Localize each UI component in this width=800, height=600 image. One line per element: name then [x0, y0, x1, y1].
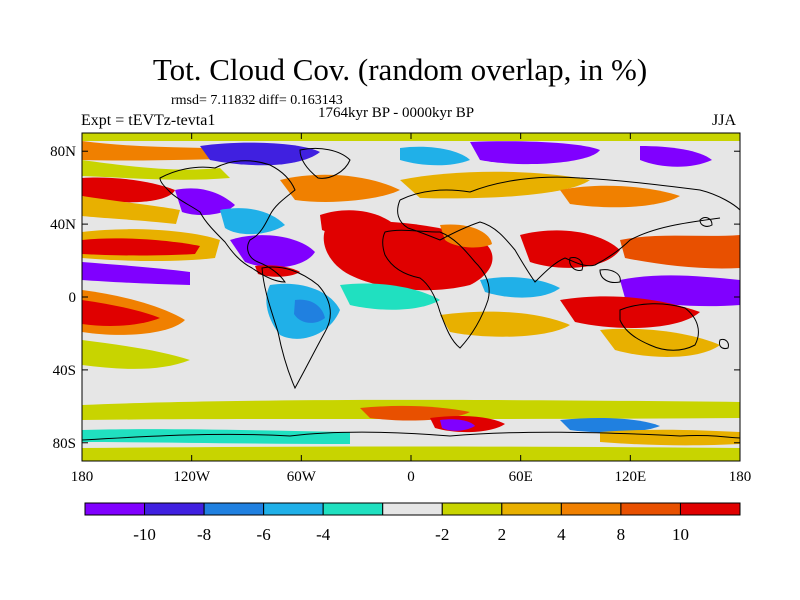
colorbar-swatch	[679, 502, 741, 516]
colorbar-labels: -10 -8 -6 -4 -2 2 4 8 10	[133, 525, 689, 544]
colorbar-label: 4	[557, 525, 566, 544]
axis-ticks	[81, 133, 741, 461]
colorbar-label: -10	[133, 525, 156, 544]
season-label: JJA	[712, 112, 737, 129]
x-tick-label: 180	[729, 469, 752, 485]
map-title: Tot. Cloud Cov. (random overlap, in %)	[152, 52, 648, 87]
y-tick-label: 40S	[53, 363, 76, 379]
colorbar-swatch	[620, 502, 681, 516]
colorbar-label: -4	[316, 525, 331, 544]
experiment-label: Expt = tEVTz-tevta1	[81, 112, 216, 129]
colorbar	[84, 502, 741, 516]
colorbar-label: 10	[672, 525, 689, 544]
colorbar-swatch	[203, 502, 265, 516]
colorbar-swatch	[560, 502, 622, 516]
period-text: 1764kyr BP - 0000kyr BP	[318, 105, 475, 121]
x-tick-label: 120W	[173, 469, 211, 485]
colorbar-label: -6	[257, 525, 271, 544]
colorbar-swatch	[263, 502, 324, 516]
colorbar-label: 2	[498, 525, 507, 544]
colorbar-swatch	[382, 502, 443, 516]
colorbar-label: 8	[617, 525, 626, 544]
colorbar-swatch	[144, 502, 205, 516]
x-tick-label: 120E	[614, 469, 646, 485]
stats-text: rmsd= 7.11832 diff= 0.163143	[171, 93, 343, 108]
colorbar-swatch	[84, 502, 146, 516]
x-tick-labels: 180 120W 60W 0 60E 120E 180	[71, 469, 752, 485]
colorbar-swatch	[441, 502, 503, 516]
x-tick-label: 0	[407, 469, 415, 485]
colorbar-label: -2	[435, 525, 449, 544]
y-tick-label: 40N	[50, 217, 76, 233]
x-tick-label: 60E	[509, 469, 533, 485]
colorbar-swatch	[322, 502, 384, 516]
colorbar-label: -8	[197, 525, 211, 544]
colorbar-swatch	[501, 502, 562, 516]
y-tick-labels: 80N 40N 0 40S 80S	[50, 144, 76, 452]
y-tick-label: 0	[69, 290, 77, 306]
coastlines	[82, 147, 740, 441]
x-tick-label: 180	[71, 469, 94, 485]
y-tick-label: 80N	[50, 144, 76, 160]
x-tick-label: 60W	[287, 469, 317, 485]
y-tick-label: 80S	[53, 436, 76, 452]
